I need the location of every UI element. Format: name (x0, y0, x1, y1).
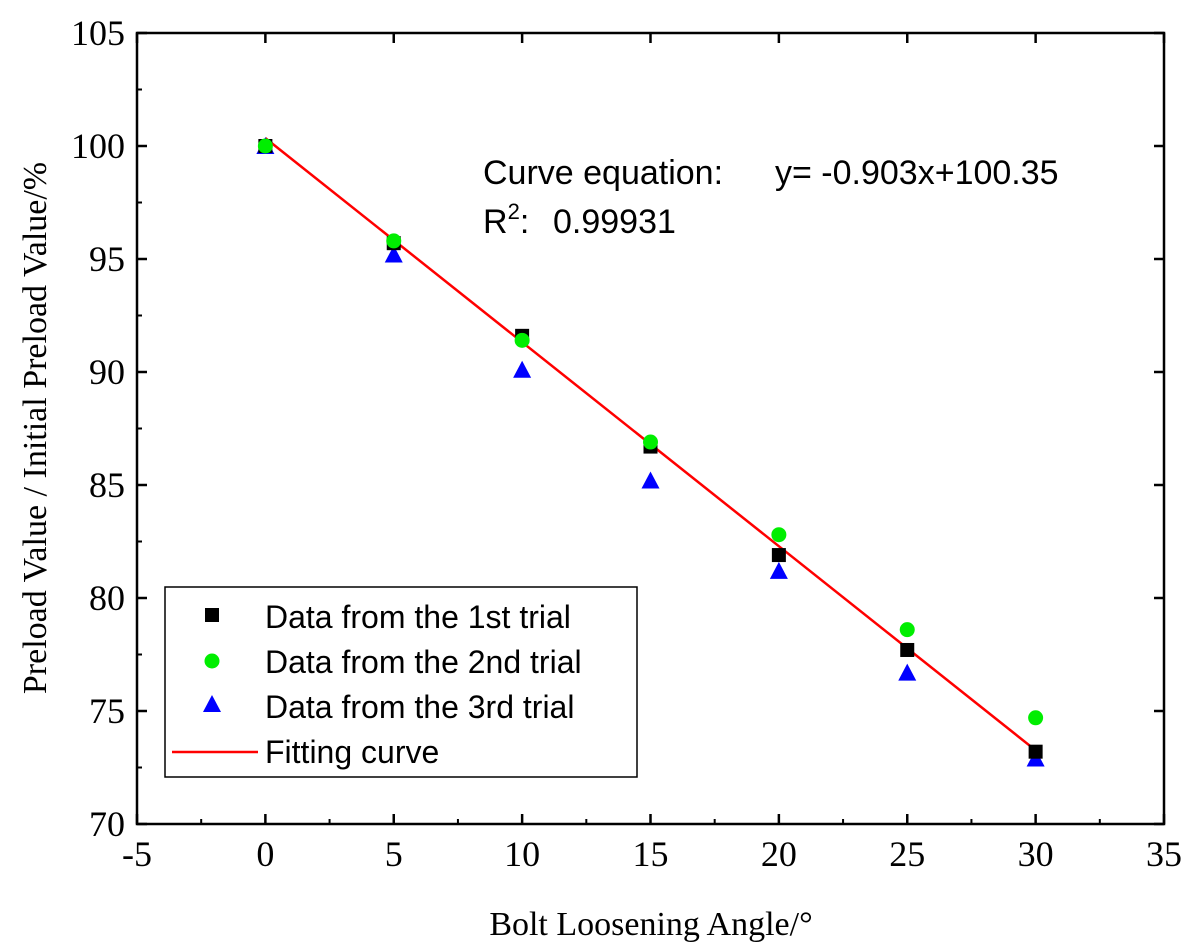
point-trial-3 (898, 663, 917, 681)
r2-label: R2: (483, 199, 529, 241)
point-trial-2 (386, 233, 402, 249)
legend-marker-triangle (203, 695, 221, 712)
equation-text: y= -0.903x+100.35 (775, 154, 1059, 192)
y-axis-title: Preload Value / Initial Preload Value/% (17, 162, 54, 694)
y-tick-label: 100 (71, 126, 125, 166)
point-trial-2 (514, 332, 530, 348)
x-tick-label: 35 (1146, 834, 1182, 874)
point-trial-1 (771, 548, 786, 563)
point-trial-2 (771, 527, 787, 543)
x-tick-label: 15 (633, 834, 669, 874)
x-tick-label: 10 (504, 834, 540, 874)
point-trial-3 (641, 471, 660, 489)
legend-marker-circle (204, 653, 220, 669)
equation-annotation: Curve equation: y= -0.903x+100.35 R2: 0.… (483, 154, 1059, 241)
x-tick-label: -5 (122, 834, 152, 874)
x-tick-label: 25 (889, 834, 925, 874)
point-trial-3 (384, 245, 403, 263)
legend-label-3rd: Data from the 3rd trial (265, 689, 574, 725)
legend: Data from the 1st trial Data from the 2n… (164, 586, 638, 778)
point-trial-2 (899, 622, 915, 638)
y-tick-label: 80 (89, 578, 125, 618)
legend-label-fit: Fitting curve (265, 734, 439, 770)
x-axis-title: Bolt Loosening Angle/° (489, 906, 812, 943)
legend-box (164, 586, 638, 778)
point-trial-2 (1028, 710, 1044, 726)
equation-label: Curve equation: (483, 154, 723, 192)
point-trial-3 (513, 360, 532, 378)
r2-value: 0.99931 (553, 203, 676, 241)
x-tick-label: 0 (256, 834, 274, 874)
legend-label-1st: Data from the 1st trial (265, 599, 571, 635)
x-tick-label: 30 (1018, 834, 1054, 874)
axes: -5 0 5 10 15 20 25 30 35 70 75 80 85 90 95 100 105 (71, 13, 1182, 874)
y-tick-label: 85 (89, 465, 125, 505)
legend-label-2nd: Data from the 2nd trial (265, 644, 582, 680)
point-trial-1 (900, 642, 915, 657)
y-tick-label: 90 (89, 352, 125, 392)
legend-marker-square (205, 608, 219, 622)
point-trial-2 (643, 434, 658, 450)
y-tick-label: 105 (71, 13, 125, 53)
point-trial-1 (1028, 744, 1043, 759)
y-tick-label: 95 (89, 239, 125, 279)
point-trial-3 (769, 561, 788, 579)
x-tick-label: 5 (385, 834, 403, 874)
y-tick-label: 70 (89, 804, 125, 844)
points-layer (256, 137, 1045, 767)
point-trial-2 (257, 138, 273, 154)
y-tick-label: 75 (89, 691, 125, 731)
x-tick-label: 20 (761, 834, 797, 874)
